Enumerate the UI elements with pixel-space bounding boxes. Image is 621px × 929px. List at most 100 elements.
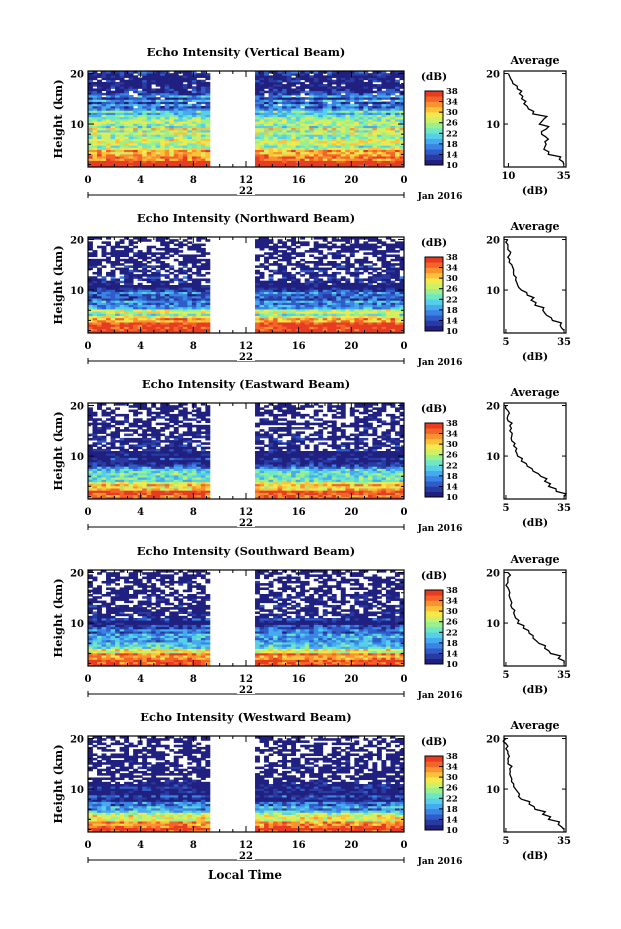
colorbar-segment bbox=[425, 486, 443, 493]
date-suffix: Jan 2016 bbox=[417, 524, 463, 534]
average-frame bbox=[503, 569, 567, 667]
colorbar-unit: (dB) bbox=[421, 71, 447, 83]
panel-title: Echo Intensity (Eastward Beam) bbox=[142, 377, 350, 391]
heatmap bbox=[88, 736, 405, 833]
colorbar-tick-label: 22 bbox=[446, 628, 458, 638]
colorbar-segment bbox=[425, 782, 443, 789]
y-axis: 10 20 bbox=[70, 402, 404, 497]
panel-1: Echo Intensity (Vertical Beam) 10 20 Height… bbox=[51, 45, 571, 202]
colorbar-tick-label: 10 bbox=[446, 493, 458, 503]
y-axis-label: Height (km) bbox=[51, 411, 65, 490]
average-profile: Average 10 20 5 35 (dB) bbox=[486, 553, 571, 696]
average-profile-line bbox=[502, 738, 565, 830]
y-tick-label: 20 bbox=[70, 569, 84, 580]
colorbar-segment bbox=[425, 257, 443, 263]
x-tick-label: 8 bbox=[190, 341, 197, 352]
avg-y-tick-label: 10 bbox=[486, 785, 500, 796]
x-tick-label: 20 bbox=[344, 840, 358, 851]
colorbar-segment bbox=[425, 642, 443, 649]
x-axis: 0 4 8 12 16 20 0 22 Jan 2016 bbox=[85, 71, 463, 202]
colorbar-tick-label: 18 bbox=[446, 472, 458, 482]
y-tick-label: 20 bbox=[70, 735, 84, 746]
panel-2: Echo Intensity (Northward Beam) 10 20 Heigh… bbox=[51, 211, 571, 368]
colorbar-segment bbox=[425, 299, 443, 305]
x-tick-label: 0 bbox=[401, 175, 408, 186]
colorbar-segment bbox=[425, 122, 443, 129]
colorbar-tick-label: 10 bbox=[446, 660, 458, 670]
avg-x-tick-label: 5 bbox=[502, 836, 509, 847]
average-title: Average bbox=[509, 220, 559, 233]
colorbar-segment bbox=[425, 771, 443, 778]
colorbar-tick-label: 38 bbox=[446, 419, 458, 429]
x-tick-label: 8 bbox=[190, 507, 197, 518]
colorbar-tick-label: 34 bbox=[446, 264, 458, 274]
colorbar-segment bbox=[425, 756, 443, 762]
colorbar-segment bbox=[425, 595, 443, 601]
colorbar-tick-label: 14 bbox=[446, 482, 458, 492]
colorbar-segment bbox=[425, 433, 443, 440]
date-label: 22 bbox=[239, 352, 253, 363]
colorbar-tick-label: 22 bbox=[446, 794, 458, 804]
colorbar-segment bbox=[425, 444, 443, 450]
colorbar-frame bbox=[424, 422, 444, 498]
colorbar-segment bbox=[425, 621, 443, 628]
colorbar-segment bbox=[425, 470, 443, 477]
colorbar-frame bbox=[424, 256, 444, 332]
x-axis: 0 4 8 12 16 20 0 22 Jan 2016 bbox=[85, 736, 463, 867]
average-profile: Average 10 20 5 35 (dB) bbox=[486, 386, 571, 529]
x-tick-label: 12 bbox=[239, 674, 253, 685]
colorbar-tick-label: 18 bbox=[446, 306, 458, 316]
x-tick-label: 16 bbox=[292, 175, 306, 186]
colorbar-segment bbox=[425, 267, 443, 274]
date-suffix: Jan 2016 bbox=[417, 358, 463, 368]
colorbar-tick-label: 14 bbox=[446, 150, 458, 160]
colorbar-tick-label: 26 bbox=[446, 784, 458, 794]
colorbar-segment bbox=[425, 787, 443, 794]
colorbar-tick-label: 10 bbox=[446, 826, 458, 836]
colorbar-segment bbox=[425, 761, 443, 767]
y-tick-label: 20 bbox=[70, 70, 84, 81]
colorbar-frame bbox=[424, 755, 444, 831]
avg-x-tick-label: 5 bbox=[502, 670, 509, 681]
date-suffix: Jan 2016 bbox=[417, 192, 463, 202]
average-title: Average bbox=[509, 386, 559, 399]
average-profile-line bbox=[507, 73, 565, 165]
colorbar-tick-label: 38 bbox=[446, 253, 458, 263]
colorbar-tick-label: 14 bbox=[446, 316, 458, 326]
date-suffix: Jan 2016 bbox=[417, 857, 463, 867]
avg-x-tick-label: 5 bbox=[502, 337, 509, 348]
colorbar-unit: (dB) bbox=[421, 736, 447, 748]
average-frame bbox=[503, 236, 567, 334]
avg-x-label: (dB) bbox=[522, 684, 548, 696]
colorbar-unit: (dB) bbox=[421, 403, 447, 415]
avg-y-tick-label: 20 bbox=[486, 569, 500, 580]
x-tick-label: 20 bbox=[344, 674, 358, 685]
colorbar-segment bbox=[425, 605, 443, 612]
y-tick-label: 10 bbox=[70, 120, 84, 131]
colorbar-segment bbox=[425, 777, 443, 783]
x-tick-label: 0 bbox=[85, 341, 92, 352]
average-frame bbox=[503, 402, 567, 500]
heatmap bbox=[88, 403, 405, 500]
avg-y-tick-label: 10 bbox=[486, 286, 500, 297]
panel-title: Echo Intensity (Southward Beam) bbox=[137, 544, 355, 558]
colorbar-unit: (dB) bbox=[421, 570, 447, 582]
colorbar-segment bbox=[425, 423, 443, 429]
y-axis-label: Height (km) bbox=[51, 744, 65, 823]
colorbar-segment bbox=[425, 101, 443, 108]
colorbar-segment bbox=[425, 278, 443, 284]
colorbar-segment bbox=[425, 611, 443, 617]
average-title: Average bbox=[509, 54, 559, 67]
colorbar-segment bbox=[425, 133, 443, 139]
x-tick-label: 0 bbox=[85, 674, 92, 685]
average-frame bbox=[503, 735, 567, 833]
colorbar-segment bbox=[425, 616, 443, 623]
x-tick-label: 4 bbox=[137, 840, 144, 851]
avg-x-tick-label: 35 bbox=[557, 503, 571, 514]
colorbar-tick-label: 34 bbox=[446, 763, 458, 773]
colorbar-tick-label: 22 bbox=[446, 129, 458, 139]
avg-x-tick-label: 5 bbox=[502, 503, 509, 514]
